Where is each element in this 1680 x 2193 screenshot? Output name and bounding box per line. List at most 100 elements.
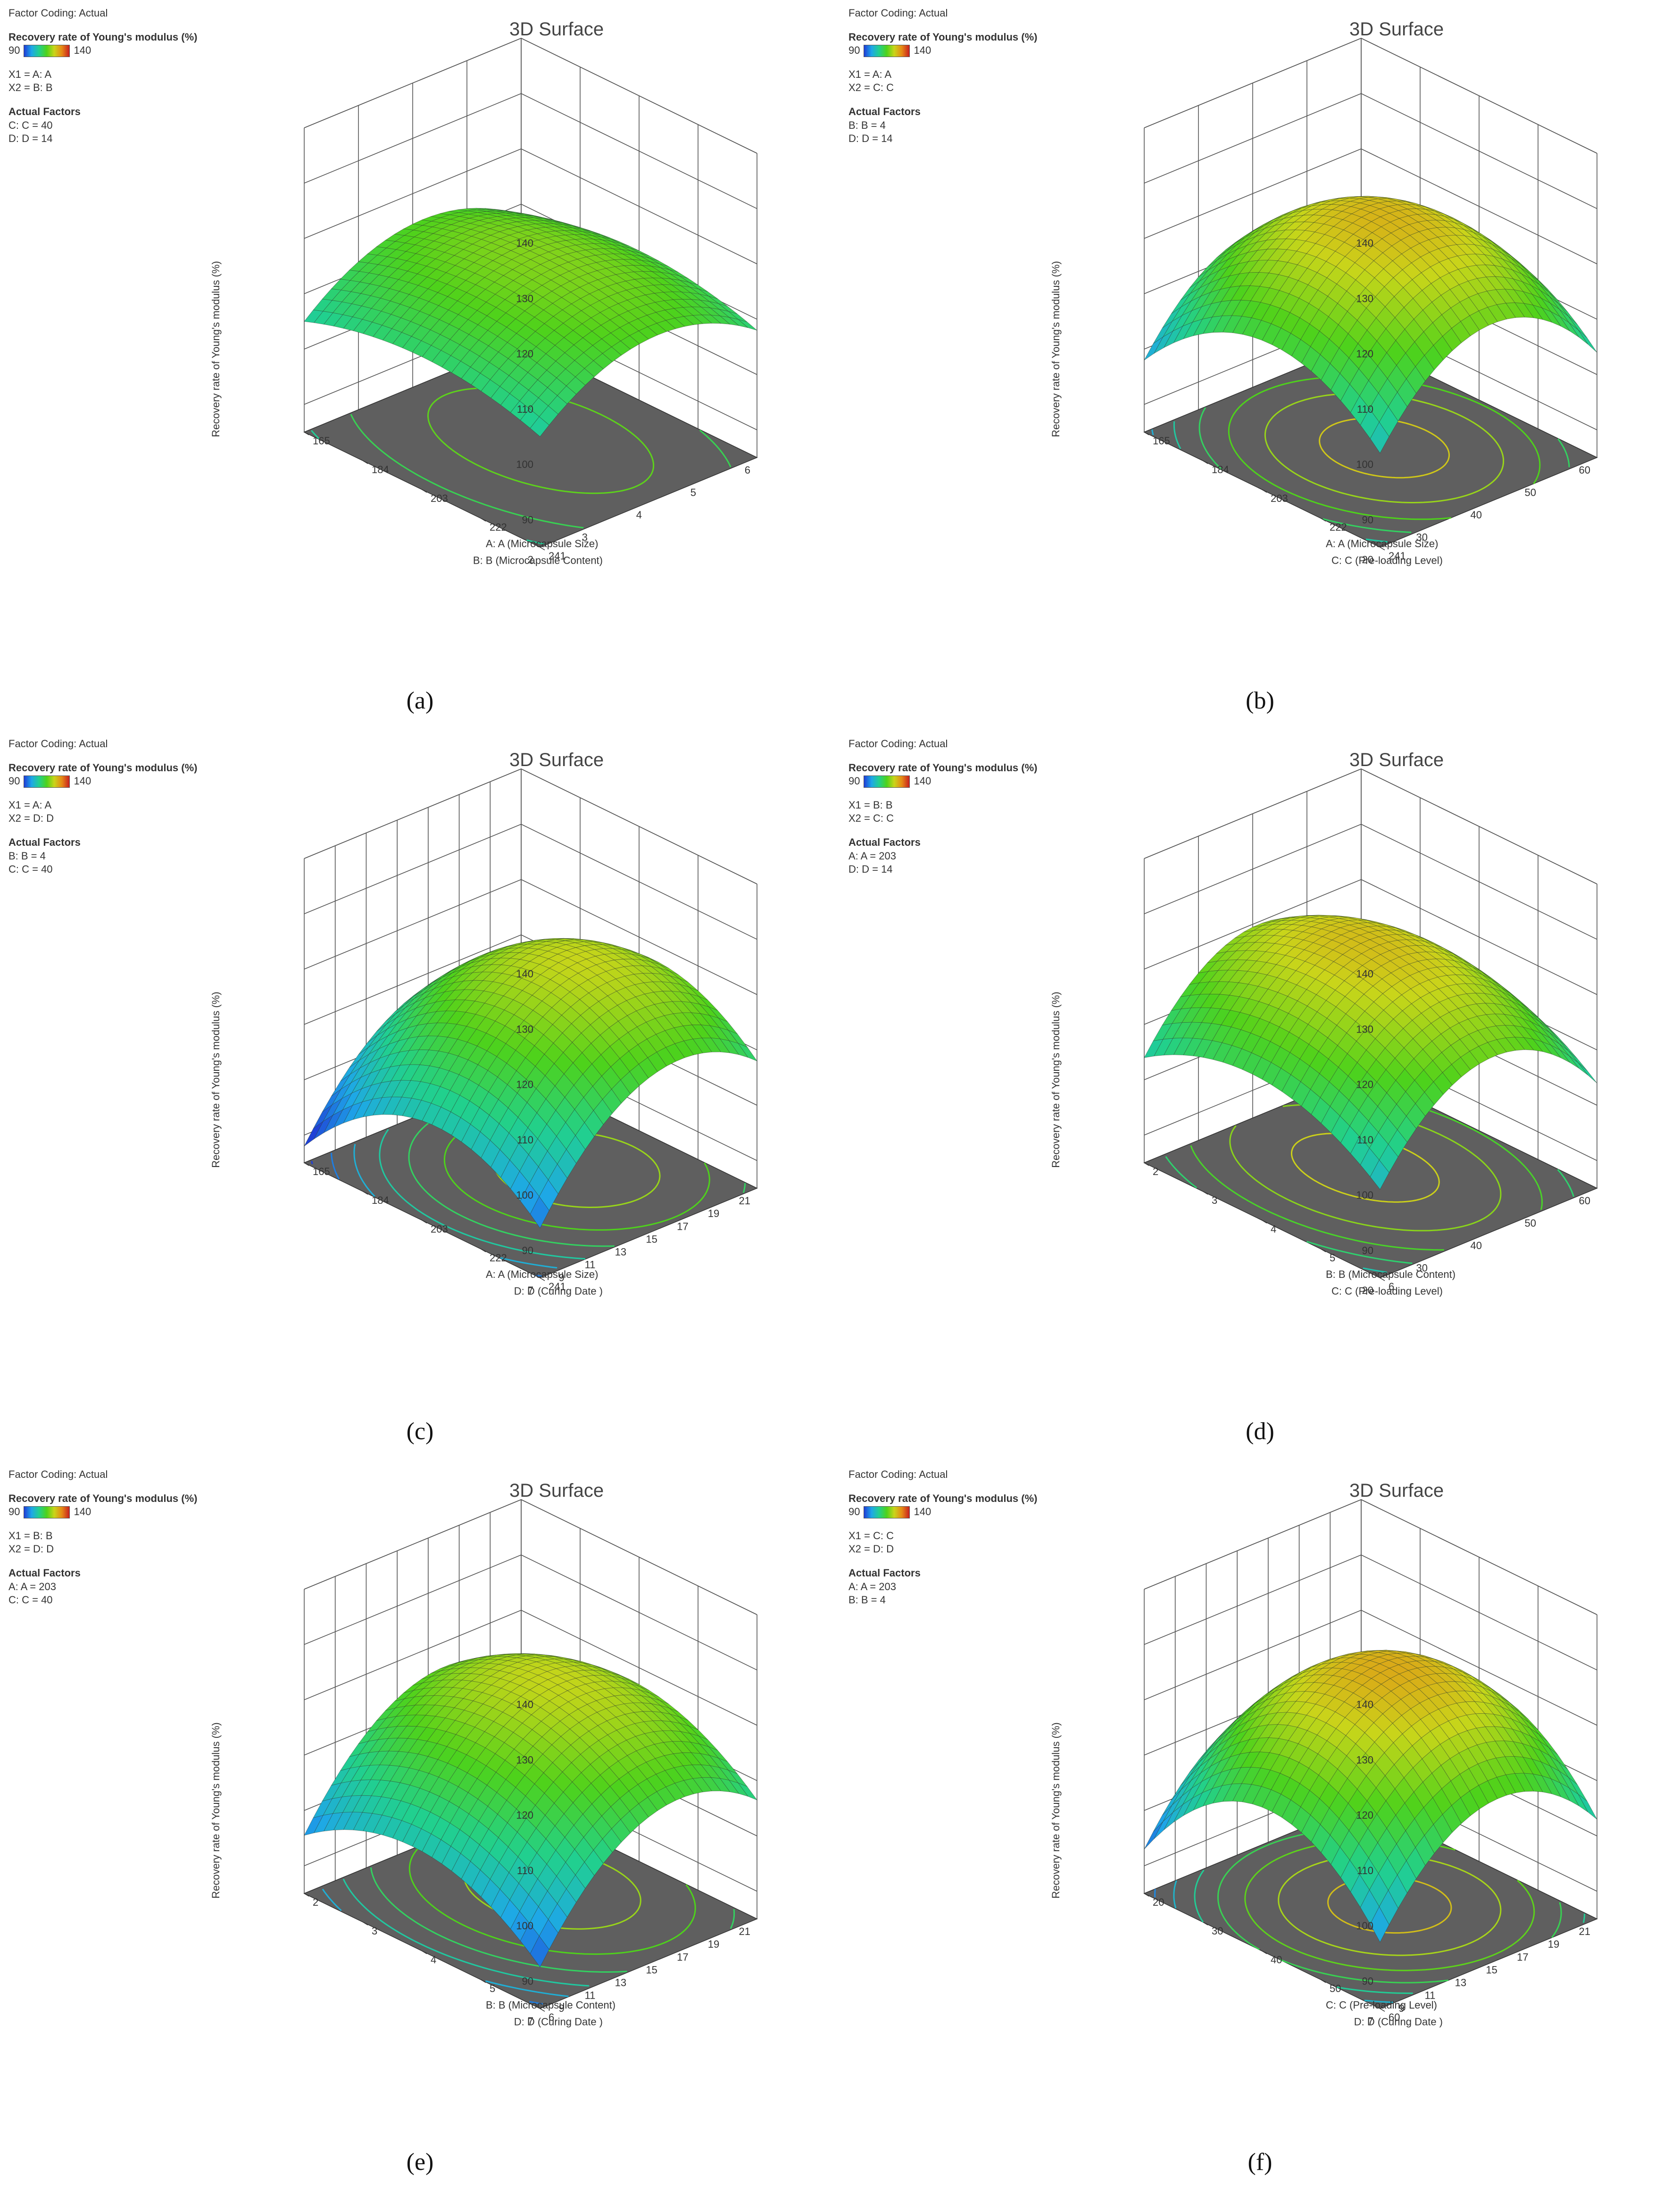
- y-tick-label: 40: [1471, 1240, 1482, 1251]
- x1-label: X1 = B: B: [848, 799, 893, 811]
- z-tick-label: 90: [522, 514, 533, 525]
- z-tick-label: 140: [1356, 237, 1373, 249]
- x1-label: X1 = B: B: [8, 1529, 53, 1542]
- contour-line: [529, 2001, 543, 2005]
- x-tick-mark: [1144, 1162, 1149, 1166]
- z-tick-label: 90: [522, 1244, 533, 1256]
- x-axis-label: A: A (Microcapsule Size): [486, 1268, 598, 1280]
- x-axis-ticks: 2 3 4 5 6: [1144, 1162, 1394, 1292]
- y-tick-label: 3: [582, 532, 588, 543]
- x-tick-label: 165: [1153, 435, 1170, 447]
- x-tick-label: 30: [1212, 1925, 1223, 1937]
- x1-label: X1 = A: A: [8, 799, 52, 811]
- z-axis-ticks: 90 100 110 120 130 140: [516, 968, 533, 1256]
- x-axis-label: C: C (Pre-loading Level): [1326, 1999, 1437, 2011]
- y-axis-label: D: D (Curing Date ): [514, 1285, 603, 1297]
- contour-line: [485, 1980, 569, 1997]
- legend-max: 140: [74, 44, 91, 57]
- wall-gridline: [304, 93, 757, 209]
- response-surface: [304, 938, 758, 1229]
- x-tick-mark: [304, 432, 309, 435]
- response-surface: [304, 1653, 758, 1968]
- actual-factor-2: D: D = 14: [848, 133, 893, 145]
- y-tick-label: 30: [1416, 532, 1428, 543]
- x-axis-ticks: 165 184 203 222 241: [304, 432, 566, 562]
- z-tick-label: 140: [516, 237, 533, 249]
- contour-line: [1557, 1169, 1574, 1197]
- z-tick-label: 130: [1356, 292, 1373, 304]
- z-tick-label: 140: [516, 1699, 533, 1710]
- z-tick-label: 140: [1356, 968, 1373, 980]
- contour-line: [350, 414, 584, 529]
- surface-patch: [1370, 1159, 1389, 1190]
- x-tick-label: 184: [372, 1194, 389, 1206]
- y-tick-label: 17: [1517, 1951, 1528, 1963]
- actual-factors-title: Actual Factors: [848, 1567, 921, 1579]
- y-axis-label: B: B (Microcapsule Content): [473, 555, 603, 567]
- contour-line: [408, 1109, 615, 1247]
- factor-coding: Factor Coding: Actual: [8, 738, 108, 750]
- x-tick-mark: [304, 1162, 309, 1166]
- chart-title: 3D Surface: [1349, 1480, 1444, 1501]
- y-tick-label: 7: [528, 2015, 533, 2027]
- x-tick-label: 184: [1212, 464, 1229, 475]
- legend-colorbar: [864, 775, 910, 788]
- x-tick-label: 2: [1153, 1166, 1158, 1177]
- y-tick-label: 30: [1416, 1262, 1428, 1274]
- x-axis-ticks: 20 30 40 50 60: [1144, 1893, 1400, 2023]
- legend-title: Recovery rate of Young's modulus (%): [848, 1492, 1038, 1504]
- wall-gridline: [1144, 768, 1597, 884]
- contour-line: [1244, 1854, 1535, 1971]
- contour-line: [1365, 538, 1388, 543]
- x-tick-label: 40: [1271, 1954, 1282, 1966]
- wall-gridline: [304, 148, 757, 265]
- x-tick-label: 50: [1330, 1983, 1341, 1994]
- color-legend: 90 140: [8, 1505, 198, 1519]
- x-tick-label: 3: [372, 1925, 377, 1937]
- legend-min: 90: [848, 44, 860, 57]
- contour-line: [1557, 438, 1570, 467]
- z-tick-label: 120: [516, 348, 533, 360]
- chart-title: 3D Surface: [509, 750, 604, 770]
- chart-info: Factor Coding: Actual Recovery rate of Y…: [848, 7, 1038, 146]
- contour-line: [699, 429, 732, 467]
- surface-patch: [1578, 329, 1597, 353]
- surface-patch: [530, 1935, 549, 1968]
- legend-max: 140: [914, 44, 931, 57]
- z-tick-label: 120: [1356, 1079, 1373, 1091]
- x-tick-mark: [304, 1893, 309, 1897]
- wall-gridline: [1144, 93, 1597, 209]
- z-tick-label: 130: [516, 292, 533, 304]
- panel-caption: (d): [1246, 1418, 1274, 1445]
- legend-max: 140: [914, 1506, 931, 1518]
- z-axis-ticks: 90 100 110 120 130 140: [1356, 968, 1373, 1256]
- z-tick-label: 110: [1357, 403, 1373, 415]
- chart-panel-b: Factor Coding: Actual Recovery rate of Y…: [840, 0, 1680, 731]
- contour-line: [1306, 1241, 1413, 1264]
- legend-colorbar: [24, 775, 70, 788]
- surface-plot: 90 100 110 120 130 140 Recovery rate of Young'…: [210, 38, 758, 567]
- legend-max: 140: [914, 775, 931, 787]
- z-tick-label: 130: [516, 1023, 533, 1035]
- x-tick-mark: [1321, 518, 1326, 522]
- legend-min: 90: [8, 775, 20, 787]
- actual-factor-2: C: C = 40: [8, 863, 53, 876]
- wall-gridline: [1144, 824, 1597, 940]
- x-tick-label: 184: [372, 464, 389, 475]
- contour-line: [1151, 429, 1154, 435]
- surface-patch: [530, 1196, 549, 1229]
- color-legend: 90 140: [8, 775, 198, 788]
- y-tick-label: 15: [1486, 1964, 1497, 1976]
- y-tick-label: 20: [1362, 1284, 1373, 1296]
- actual-factors-title: Actual Factors: [8, 1567, 81, 1579]
- y-tick-label: 13: [615, 1977, 626, 1989]
- x-axis-ticks: 165 184 203 222 241: [304, 1162, 566, 1292]
- contour-line: [1228, 389, 1452, 520]
- x-tick-mark: [1262, 1220, 1267, 1224]
- z-tick-label: 90: [522, 1975, 533, 1987]
- y-tick-label: 19: [708, 1938, 719, 1950]
- actual-factors-title: Actual Factors: [8, 836, 81, 848]
- y-tick-label: 13: [615, 1246, 626, 1258]
- chart-title: 3D Surface: [509, 1480, 604, 1501]
- y-axis-ticks: 21 19 17 15 13 11 9 7: [528, 1195, 750, 1296]
